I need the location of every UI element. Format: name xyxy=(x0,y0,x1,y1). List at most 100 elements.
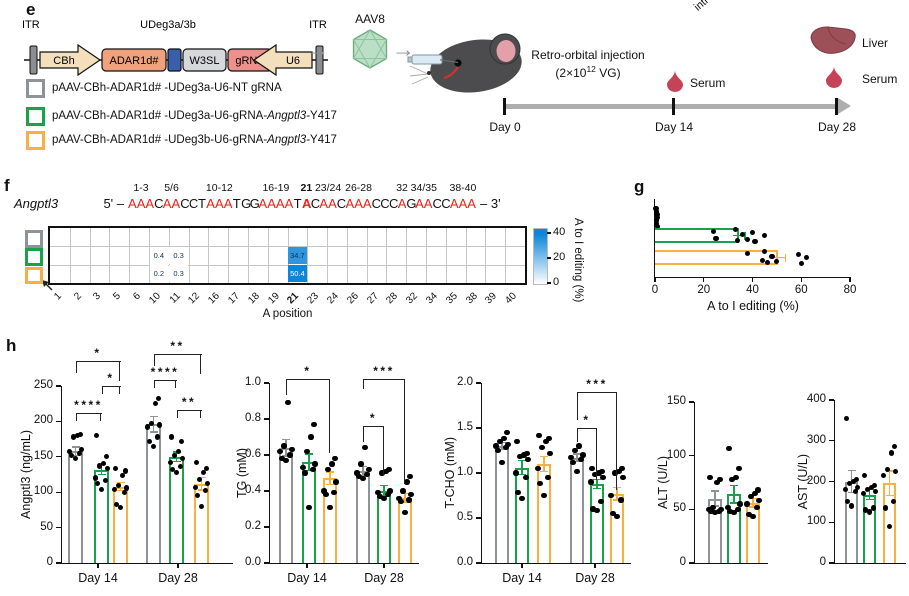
sig-label: * xyxy=(107,371,115,385)
heatmap-row-swatch xyxy=(25,266,43,285)
error-bar xyxy=(521,460,523,475)
y-axis xyxy=(480,383,482,563)
y-axis xyxy=(60,386,62,563)
error-cap xyxy=(885,494,894,497)
sig-bracket-leg xyxy=(175,380,177,389)
colorbar-label-text: A to I editing (%) xyxy=(572,217,584,303)
heatmap-gridline xyxy=(366,228,368,283)
data-dot xyxy=(733,474,739,480)
data-dot xyxy=(754,504,760,510)
x-tick xyxy=(800,277,802,282)
error-cap xyxy=(71,454,80,457)
error-cap xyxy=(359,475,367,477)
legend-swatch-udeg3b xyxy=(26,131,45,150)
data-dot xyxy=(654,214,661,221)
u6-label: U6 xyxy=(286,55,300,67)
sig-bracket xyxy=(75,412,102,414)
y-tick xyxy=(263,562,269,564)
data-dot xyxy=(152,401,159,407)
sig-bracket xyxy=(363,379,405,381)
data-dot xyxy=(796,251,802,258)
y-tick xyxy=(828,562,834,564)
sequence-base: A xyxy=(415,196,424,211)
data-dot xyxy=(96,463,103,469)
ylabel-text: Angptl3 (ng/mL) xyxy=(19,430,33,519)
group-label: Day 14 xyxy=(78,571,118,585)
y-tick xyxy=(55,385,61,387)
heatmap-gridline xyxy=(327,228,328,283)
y-tick xyxy=(55,562,61,564)
y-tick-label: 0.8 xyxy=(245,412,261,424)
sig-label: ** xyxy=(170,339,185,354)
sig-bracket xyxy=(286,379,330,381)
data-dot xyxy=(580,452,586,458)
sequence-prefix: 5' – xyxy=(103,196,124,211)
colorbar-tick xyxy=(547,282,551,284)
sequence-base: A xyxy=(128,196,137,211)
error-cap xyxy=(744,231,746,240)
data-dot xyxy=(358,461,364,467)
udeg-box xyxy=(167,48,182,72)
heatmap-gridline xyxy=(406,228,407,283)
heatmap-gridline xyxy=(50,246,525,248)
data-dot xyxy=(764,259,770,266)
timeline-tick-day14 xyxy=(672,98,675,115)
sig-bracket xyxy=(75,361,121,363)
y-tick-label: 1.5 xyxy=(457,421,473,433)
sig-bracket-leg xyxy=(577,428,579,442)
sig-bracket-leg xyxy=(615,392,617,490)
error-cap xyxy=(613,486,621,489)
sig-bracket-leg xyxy=(363,426,365,443)
data-dot xyxy=(406,497,412,503)
error-cap xyxy=(326,471,334,473)
bar xyxy=(113,486,128,563)
group-tick xyxy=(594,563,596,568)
data-dot xyxy=(102,477,109,483)
data-dot xyxy=(774,258,780,265)
data-dot xyxy=(870,505,877,511)
error-bar xyxy=(714,491,716,507)
data-dot xyxy=(524,450,530,456)
data-dot xyxy=(732,226,739,233)
data-dot xyxy=(385,492,391,498)
liver-label: Liver xyxy=(862,36,889,50)
sequence-base: A xyxy=(215,196,224,211)
y-tick-label: 100 xyxy=(666,448,686,461)
error-cap xyxy=(540,456,548,458)
data-dot xyxy=(654,211,660,218)
aav-construct-diagram: ITR UDeg3a/3b ITR CBh ADAR1d# W3SL gRNA … xyxy=(22,19,328,77)
timeline-bar xyxy=(505,104,838,109)
colorbar xyxy=(533,228,548,285)
error-cap xyxy=(116,481,125,483)
data-dot xyxy=(598,499,604,505)
group-label: Day 14 xyxy=(502,571,542,585)
sig-bracket-leg xyxy=(200,354,202,375)
colorbar-tick-label: 0 xyxy=(553,276,560,288)
sequence-position-label: 38-40 xyxy=(449,182,477,194)
sig-bracket-leg xyxy=(286,379,288,396)
data-dot xyxy=(94,481,101,487)
heatmap-gridline xyxy=(109,228,111,283)
sequence-position-label: 1-3 xyxy=(133,182,149,194)
data-dot xyxy=(745,250,751,257)
heatmap-gridline xyxy=(307,228,308,283)
heatmap-gridline xyxy=(505,228,506,283)
y-tick xyxy=(475,427,481,429)
data-dot xyxy=(321,488,327,494)
legend-item-udeg3a: pAAV-CBh-ADAR1d# -UDeg3a-U6-gRNA-Angptl3… xyxy=(52,110,472,122)
error-cap xyxy=(730,485,738,487)
error-cap xyxy=(518,474,526,476)
data-dot xyxy=(759,257,765,264)
data-dot xyxy=(536,432,542,438)
data-dot xyxy=(327,504,333,510)
data-dot xyxy=(594,508,600,514)
group-tick xyxy=(521,563,523,568)
sig-label: **** xyxy=(150,365,180,380)
sequence-suffix: – 3' xyxy=(480,196,501,211)
data-dot xyxy=(196,476,203,483)
sequence-base: A xyxy=(162,196,172,211)
error-cap xyxy=(305,453,313,455)
data-dot xyxy=(654,223,660,230)
data-dot xyxy=(66,449,73,455)
data-dot xyxy=(72,455,79,461)
